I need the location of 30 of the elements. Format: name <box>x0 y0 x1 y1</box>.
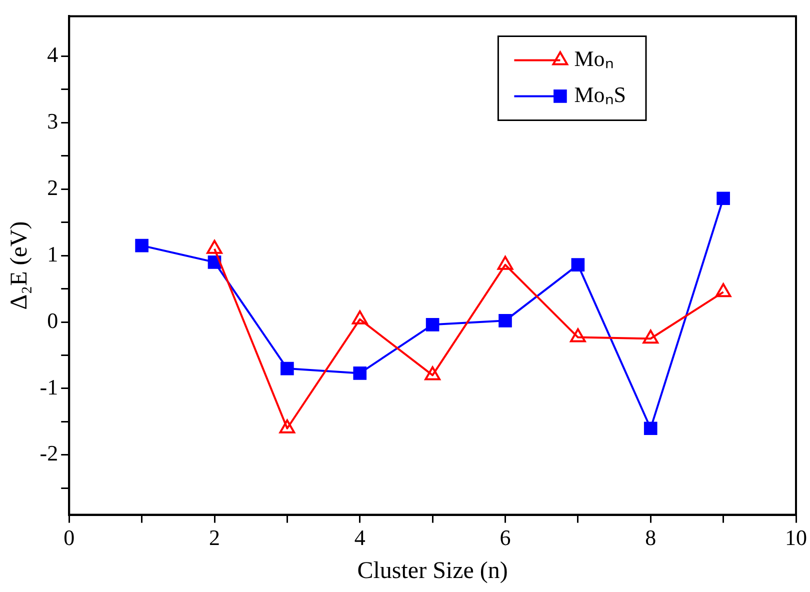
point <box>279 419 296 434</box>
y-tick-label: -2 <box>40 440 58 466</box>
point <box>135 238 148 252</box>
point <box>715 283 732 298</box>
point <box>642 330 659 344</box>
y-tick-label: 2 <box>47 174 58 200</box>
y-axis-title: Δ₂E (eV) <box>6 221 33 310</box>
point <box>424 366 440 380</box>
point <box>280 362 294 376</box>
x-tick-label: 2 <box>209 524 220 550</box>
point <box>352 310 368 324</box>
point <box>571 258 585 272</box>
point <box>716 192 730 206</box>
point <box>426 318 440 332</box>
y-tick-label: 0 <box>47 308 58 333</box>
y-tick-label: 1 <box>47 241 58 266</box>
x-tick-label: 8 <box>645 524 656 550</box>
x-tick-label: 10 <box>785 524 807 550</box>
legend-label: MoₙS <box>574 82 626 107</box>
x-tick-label: 4 <box>354 524 366 550</box>
point <box>570 328 586 342</box>
x-tick-label: 0 <box>64 524 75 550</box>
x-axis-title: Cluster Size (n) <box>357 558 508 584</box>
point <box>498 314 512 328</box>
point <box>353 366 367 380</box>
y-tick-label: 4 <box>47 42 58 67</box>
legend-label: Moₙ <box>574 46 614 71</box>
y-tick-label: -1 <box>40 374 58 400</box>
x-tick-label: 6 <box>500 524 511 550</box>
y-tick-label: 3 <box>47 108 58 134</box>
